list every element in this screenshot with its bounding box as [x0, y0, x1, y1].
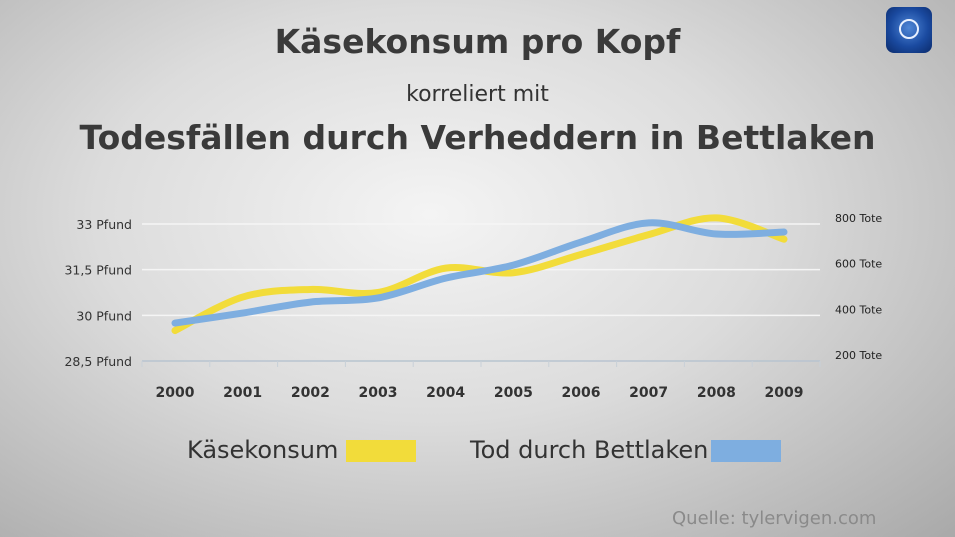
- x-tick-label: 2008: [697, 385, 736, 401]
- x-tick-label: 2007: [629, 385, 668, 401]
- x-tick-label: 2009: [765, 385, 804, 401]
- legend-label-deaths: Tod durch Bettlaken: [470, 436, 709, 464]
- legend-swatch-cheese: [346, 440, 416, 462]
- y-right-tick-label: 800 Tote: [835, 212, 882, 225]
- legend-label-cheese: Käsekonsum: [187, 436, 339, 464]
- x-tick-label: 2001: [223, 385, 262, 401]
- y-right-tick-label: 400 Tote: [835, 303, 882, 316]
- y-left-tick-label: 30 Pfund: [76, 308, 132, 323]
- chart-subtitle: korreliert mit: [406, 82, 549, 107]
- x-tick-label: 2004: [426, 385, 465, 401]
- chart-title-2: Todesfällen durch Verheddern in Bettlake…: [79, 118, 876, 157]
- y-left-tick-label: 28,5 Pfund: [64, 354, 132, 369]
- x-tick-label: 2000: [156, 385, 195, 401]
- y-right-tick-label: 600 Tote: [835, 258, 882, 271]
- y-left-tick-label: 31,5 Pfund: [64, 263, 132, 278]
- chart-title: Käsekonsum pro Kopf: [274, 22, 681, 61]
- x-tick-label: 2005: [494, 385, 533, 401]
- legend-swatch-deaths: [711, 440, 781, 462]
- x-tick-label: 2003: [359, 385, 398, 401]
- y-left-tick-label: 33 Pfund: [76, 217, 132, 232]
- x-tick-label: 2002: [291, 385, 330, 401]
- y-right-tick-label: 200 Tote: [835, 349, 882, 362]
- x-tick-label: 2006: [562, 385, 601, 401]
- series-line-deaths: [171, 219, 788, 327]
- tagesschau-logo-icon: [886, 7, 932, 53]
- source-note: Quelle: tylervigen.com: [672, 508, 877, 529]
